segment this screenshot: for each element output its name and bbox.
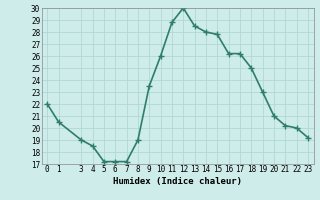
X-axis label: Humidex (Indice chaleur): Humidex (Indice chaleur) <box>113 177 242 186</box>
